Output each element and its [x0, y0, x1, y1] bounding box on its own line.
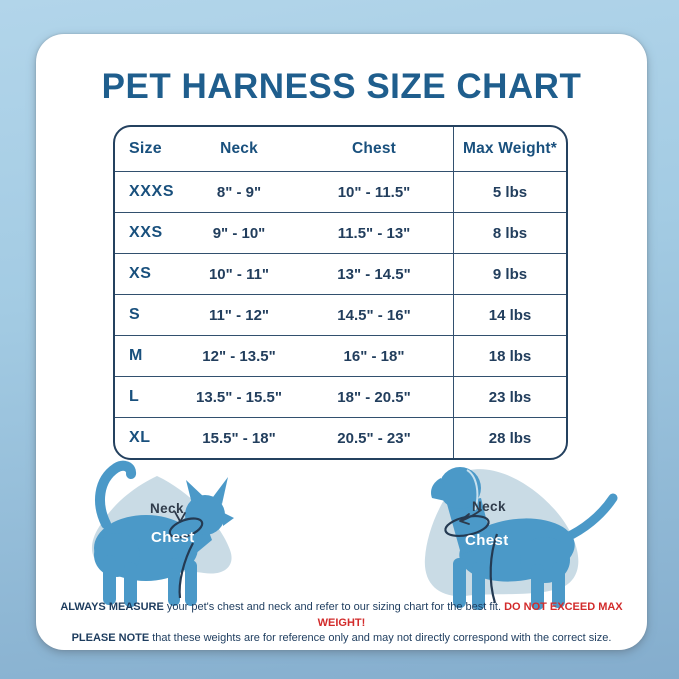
- row-neck: 8" - 9": [216, 183, 262, 201]
- table-row: XL 15.5" - 18" 20.5" - 23" 28 lbs: [115, 417, 566, 458]
- row-max-weight: 14 lbs: [453, 295, 566, 335]
- header-max-weight: Max Weight*: [453, 127, 566, 171]
- measure-text: your pet's chest and neck and refer to o…: [163, 601, 505, 613]
- row-chest: 14.5" - 16": [337, 306, 411, 324]
- row-size: XL: [129, 429, 151, 446]
- row-chest: 20.5" - 23": [337, 429, 411, 447]
- note-text: that these weights are for reference onl…: [149, 632, 612, 644]
- row-chest: 13" - 14.5": [337, 265, 411, 283]
- table-row: S 11" - 12" 14.5" - 16" 14 lbs: [115, 294, 566, 335]
- dog-neck-label: Neck: [472, 499, 506, 514]
- measurement-note: ALWAYS MEASURE your pet's chest and neck…: [36, 600, 647, 647]
- row-neck: 13.5" - 15.5": [196, 388, 282, 406]
- cat-chest-label: Chest: [151, 529, 195, 546]
- cat-silhouette-icon: [91, 460, 234, 607]
- row-chest: 16" - 18": [343, 347, 405, 365]
- table-row: L 13.5" - 15.5" 18" - 20.5" 23 lbs: [115, 376, 566, 417]
- row-neck: 12" - 13.5": [202, 347, 276, 365]
- row-max-weight: 28 lbs: [453, 418, 566, 458]
- cat-neck-label: Neck: [150, 501, 184, 516]
- row-max-weight: 8 lbs: [453, 213, 566, 253]
- cat-measure-diagram: Neck Chest: [72, 460, 257, 610]
- row-size: L: [129, 388, 140, 405]
- header-neck: Neck: [220, 140, 258, 157]
- table-row: XXS 9" - 10" 11.5" - 13" 8 lbs: [115, 212, 566, 253]
- row-chest: 10" - 11.5": [337, 183, 411, 201]
- row-max-weight: 18 lbs: [453, 336, 566, 376]
- table-row: M 12" - 13.5" 16" - 18" 18 lbs: [115, 335, 566, 376]
- row-neck: 10" - 11": [208, 265, 270, 283]
- row-neck: 15.5" - 18": [202, 429, 276, 447]
- header-chest: Chest: [351, 140, 397, 157]
- row-size: M: [129, 347, 143, 364]
- row-size: S: [129, 306, 141, 323]
- page-title: PET HARNESS SIZE CHART: [101, 67, 582, 106]
- row-chest: 18" - 20.5": [337, 388, 411, 406]
- row-max-weight: 5 lbs: [453, 172, 566, 212]
- row-max-weight: 23 lbs: [453, 377, 566, 417]
- max-weight-warning: DO NOT EXCEED MAX WEIGHT!: [317, 601, 623, 629]
- size-chart-card: PET HARNESS SIZE CHART Size Neck Chest M…: [36, 34, 647, 650]
- row-chest: 11.5" - 13": [337, 224, 411, 242]
- please-note-label: PLEASE NOTE: [71, 632, 150, 644]
- dog-measure-diagram: Neck Chest: [405, 458, 620, 613]
- row-neck: 9" - 10": [212, 224, 266, 242]
- dog-silhouette-icon: [424, 467, 618, 610]
- dog-chest-label: Chest: [465, 532, 509, 549]
- row-size: XXS: [129, 224, 163, 241]
- table-row: XXXS 8" - 9" 10" - 11.5" 5 lbs: [115, 171, 566, 212]
- row-neck: 11" - 12": [208, 306, 270, 324]
- always-measure-label: ALWAYS MEASURE: [60, 601, 164, 613]
- row-size: XS: [129, 265, 152, 282]
- header-size: Size: [129, 140, 162, 157]
- row-size: XXXS: [129, 183, 175, 200]
- table-header-row: Size Neck Chest Max Weight*: [115, 127, 566, 171]
- size-table: Size Neck Chest Max Weight* XXXS 8" - 9"…: [113, 125, 568, 460]
- row-max-weight: 9 lbs: [453, 254, 566, 294]
- table-row: XS 10" - 11" 13" - 14.5" 9 lbs: [115, 253, 566, 294]
